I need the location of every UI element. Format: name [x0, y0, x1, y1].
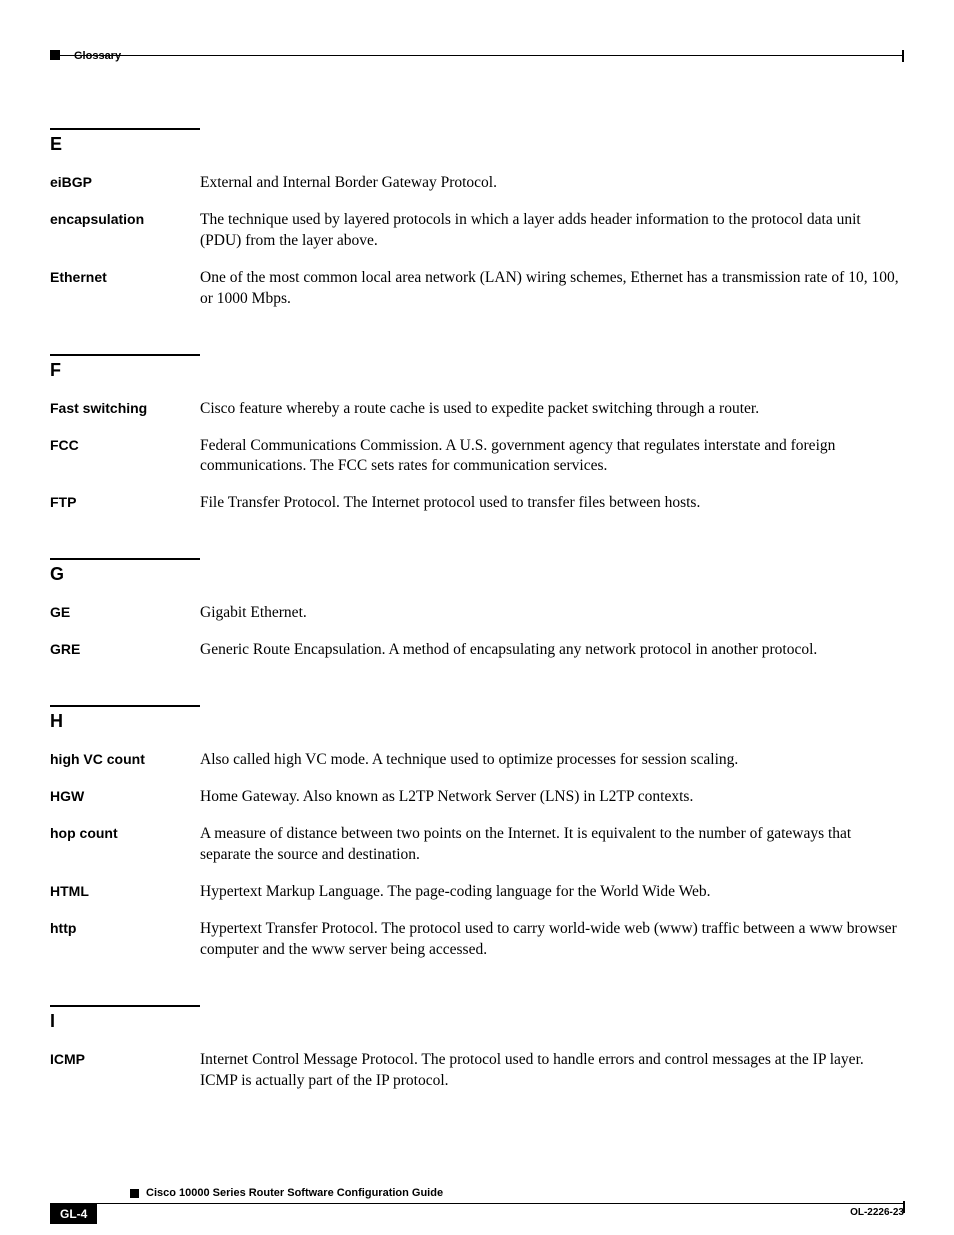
glossary-entry: ICMPInternet Control Message Protocol. T… [50, 1050, 904, 1092]
section-rule [50, 128, 200, 130]
glossary-entry: encapsulationThe technique used by layer… [50, 210, 904, 252]
glossary-definition: The technique used by layered protocols … [200, 210, 904, 252]
footer-rule [50, 1203, 904, 1204]
glossary-term: HTML [50, 882, 200, 903]
footer-doc-title: Cisco 10000 Series Router Software Confi… [146, 1187, 443, 1199]
glossary-term: FTP [50, 493, 200, 514]
section-letter: G [50, 564, 904, 585]
glossary-definition: One of the most common local area networ… [200, 268, 904, 310]
glossary-definition: A measure of distance between two points… [200, 824, 904, 866]
glossary-term: HGW [50, 787, 200, 808]
glossary-definition: Hypertext Transfer Protocol. The protoco… [200, 919, 904, 961]
page-footer: Cisco 10000 Series Router Software Confi… [50, 1187, 904, 1201]
glossary-definition: Internet Control Message Protocol. The p… [200, 1050, 904, 1092]
glossary-entry: FTPFile Transfer Protocol. The Internet … [50, 493, 904, 514]
glossary-definition: Generic Route Encapsulation. A method of… [200, 640, 904, 661]
header-rule [50, 55, 904, 56]
glossary-definition: Cisco feature whereby a route cache is u… [200, 399, 904, 420]
glossary-section: Hhigh VC countAlso called high VC mode. … [50, 705, 904, 960]
section-rule [50, 1005, 200, 1007]
glossary-term: Ethernet [50, 268, 200, 310]
glossary-definition: File Transfer Protocol. The Internet pro… [200, 493, 904, 514]
glossary-term: ICMP [50, 1050, 200, 1092]
glossary-term: GE [50, 603, 200, 624]
glossary-definition: External and Internal Border Gateway Pro… [200, 173, 904, 194]
section-letter: H [50, 711, 904, 732]
glossary-term: eiBGP [50, 173, 200, 194]
glossary-definition: Home Gateway. Also known as L2TP Network… [200, 787, 904, 808]
glossary-definition: Federal Communications Commission. A U.S… [200, 436, 904, 478]
header-tick-icon [902, 50, 904, 62]
section-rule [50, 354, 200, 356]
glossary-term: encapsulation [50, 210, 200, 252]
glossary-term: GRE [50, 640, 200, 661]
glossary-entry: high VC countAlso called high VC mode. A… [50, 750, 904, 771]
section-rule [50, 558, 200, 560]
doc-id: OL-2226-23 [850, 1207, 904, 1218]
glossary-entry: GEGigabit Ethernet. [50, 603, 904, 624]
glossary-term: hop count [50, 824, 200, 866]
section-letter: I [50, 1011, 904, 1032]
glossary-section: GGEGigabit Ethernet.GREGeneric Route Enc… [50, 558, 904, 661]
glossary-section: EeiBGPExternal and Internal Border Gatew… [50, 128, 904, 310]
glossary-term: high VC count [50, 750, 200, 771]
page-number: GL-4 [50, 1204, 97, 1224]
glossary-section: I ICMPInternet Control Message Protocol. … [50, 1005, 904, 1092]
glossary-section: F Fast switchingCisco feature whereby a r… [50, 354, 904, 515]
glossary-definition: Hypertext Markup Language. The page-codi… [200, 882, 904, 903]
glossary-definition: Also called high VC mode. A technique us… [200, 750, 904, 771]
footer-marker-icon [130, 1189, 139, 1198]
section-letter: F [50, 360, 904, 381]
glossary-entry: hop countA measure of distance between t… [50, 824, 904, 866]
glossary-entry: eiBGPExternal and Internal Border Gatewa… [50, 173, 904, 194]
header-title: Glossary [74, 50, 121, 62]
section-rule [50, 705, 200, 707]
glossary-entry: EthernetOne of the most common local are… [50, 268, 904, 310]
glossary-entry: httpHypertext Transfer Protocol. The pro… [50, 919, 904, 961]
glossary-entry: HTMLHypertext Markup Language. The page-… [50, 882, 904, 903]
glossary-term: FCC [50, 436, 200, 478]
glossary-entry: Fast switchingCisco feature whereby a ro… [50, 399, 904, 420]
glossary-entry: HGWHome Gateway. Also known as L2TP Netw… [50, 787, 904, 808]
page-header: Glossary [50, 50, 904, 68]
glossary-entry: FCCFederal Communications Commission. A … [50, 436, 904, 478]
glossary-term: Fast switching [50, 399, 200, 420]
section-letter: E [50, 134, 904, 155]
glossary-definition: Gigabit Ethernet. [200, 603, 904, 624]
glossary-entry: GREGeneric Route Encapsulation. A method… [50, 640, 904, 661]
glossary-term: http [50, 919, 200, 961]
